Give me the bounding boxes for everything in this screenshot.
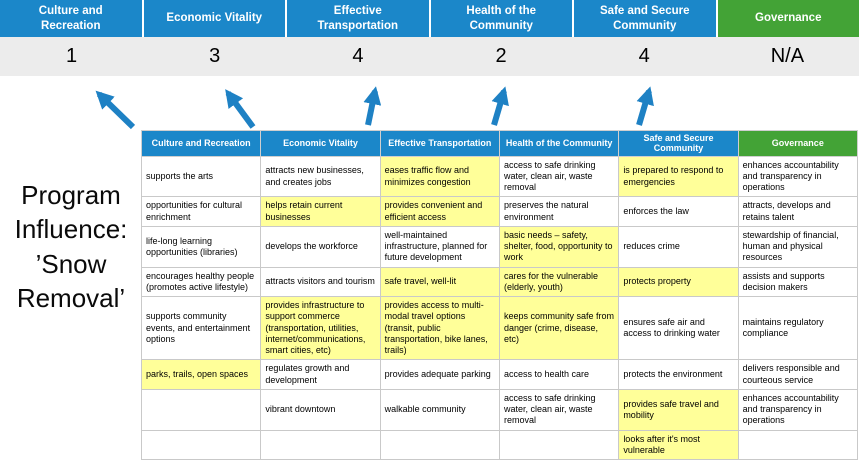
matrix-header-culture-and-recreation: Culture and Recreation [140, 130, 262, 157]
matrix-cell: develops the workforce [260, 225, 381, 268]
matrix-cell [140, 388, 262, 431]
matrix-cell [260, 429, 381, 461]
matrix-table: Culture and Recreation Economic Vitality E… [140, 130, 859, 461]
table-row: life-long learning opportunities (librar… [140, 225, 859, 268]
matrix-cell: maintains regulatory compliance [737, 296, 859, 361]
table-row: vibrant downtown walkable community access… [140, 388, 859, 431]
matrix-cell: stewardship of financial, human and phys… [737, 225, 859, 268]
header-culture-and-recreation: Culture and Recreation [0, 0, 142, 37]
table-row: opportunities for cultural enrichment hel… [140, 196, 859, 227]
score-health-of-the-community: 2 [495, 45, 507, 67]
matrix-cell: life-long learning opportunities (librar… [140, 225, 262, 268]
matrix-header-row: Culture and Recreation Economic Vitality E… [140, 130, 859, 157]
matrix-cell: well-maintained infrastructure, planned … [379, 225, 500, 268]
score-effective-transportation: 4 [352, 45, 364, 67]
matrix-cell [737, 429, 859, 461]
up-arrow-icon [363, 86, 382, 126]
score-strip: 1 3 4 2 4 N/A [0, 37, 859, 76]
matrix-cell: parks, trails, open spaces [140, 359, 262, 390]
matrix-header-health-of-the-community: Health of the Community [498, 130, 620, 157]
matrix-cell: preserves the natural environment [498, 196, 620, 227]
matrix-cell: provides safe travel and mobility [618, 388, 739, 431]
matrix-cell: safe travel, well-lit [379, 266, 500, 298]
influence-matrix: Culture and Recreation Economic Vitality E… [140, 130, 859, 461]
matrix-header-governance: Governance [737, 130, 859, 157]
up-arrow-icon [95, 90, 136, 130]
matrix-header-economic-vitality: Economic Vitality [260, 130, 381, 157]
matrix-cell [140, 429, 262, 461]
matrix-cell: provides convenient and efficient access [379, 196, 500, 227]
matrix-cell: attracts visitors and tourism [260, 266, 381, 298]
matrix-cell: provides infrastructure to support comme… [260, 296, 381, 361]
matrix-cell: keeps community safe from danger (crime,… [498, 296, 620, 361]
matrix-cell: supports the arts [140, 155, 262, 198]
matrix-cell: attracts new businesses, and creates job… [260, 155, 381, 198]
matrix-cell: eases traffic flow and minimizes congest… [379, 155, 500, 198]
table-row: supports the arts attracts new businesses… [140, 155, 859, 198]
header-economic-vitality: Economic Vitality [143, 0, 285, 37]
matrix-cell: ensures safe air and access to drinking … [618, 296, 739, 361]
matrix-cell: encourages healthy people (promotes acti… [140, 266, 262, 298]
score-governance: N/A [770, 45, 805, 67]
matrix-cell: looks after it's most vulnerable [618, 429, 739, 461]
matrix-cell: enhances accountability and transparency… [737, 388, 859, 431]
matrix-header-safe-and-secure-community: Safe and Secure Community [618, 130, 739, 157]
matrix-cell: supports community events, and entertain… [140, 296, 262, 361]
category-header-bar: Culture and Recreation Economic Vitality… [0, 0, 859, 37]
matrix-cell: regulates growth and development [260, 359, 381, 390]
matrix-cell: access to health care [498, 359, 620, 390]
up-arrow-icon [225, 89, 256, 129]
matrix-cell: attracts, develops and retains talent [737, 196, 859, 227]
matrix-cell: walkable community [379, 388, 500, 431]
matrix-cell: assists and supports decision makers [737, 266, 859, 298]
matrix-cell: helps retain current businesses [260, 196, 381, 227]
matrix-header-effective-transportation: Effective Transportation [379, 130, 500, 157]
header-governance: Governance [717, 0, 859, 37]
matrix-cell: is prepared to respond to emergencies [618, 155, 739, 198]
table-row: looks after it's most vulnerable [140, 429, 859, 461]
matrix-cell: delivers responsible and courteous servi… [737, 359, 859, 390]
matrix-cell: enforces the law [618, 196, 739, 227]
score-safe-and-secure-community: 4 [638, 45, 650, 67]
matrix-cell: access to safe drinking water, clean air… [498, 388, 620, 431]
matrix-cell: protects the environment [618, 359, 739, 390]
page-title: Program Influence: ’Snow Removal’ [14, 180, 128, 313]
matrix-cell: enhances accountability and transparency… [737, 155, 859, 198]
up-arrow-icon [636, 86, 654, 126]
header-safe-and-secure-community: Safe and Secure Community [574, 0, 716, 37]
header-effective-transportation: Effective Transportation [287, 0, 429, 37]
arrows-layer [95, 86, 654, 130]
matrix-cell [379, 429, 500, 461]
matrix-cell: cares for the vulnerable (elderly, youth… [498, 266, 620, 298]
matrix-cell: access to safe drinking water, clean air… [498, 155, 620, 198]
matrix-cell: protects property [618, 266, 739, 298]
table-row: supports community events, and entertain… [140, 296, 859, 361]
matrix-cell [498, 429, 620, 461]
matrix-cell: vibrant downtown [260, 388, 381, 431]
table-row: parks, trails, open spaces regulates grow… [140, 359, 859, 390]
table-row: encourages healthy people (promotes acti… [140, 266, 859, 298]
header-health-of-the-community: Health of the Community [430, 0, 572, 37]
matrix-cell: reduces crime [618, 225, 739, 268]
up-arrow-icon [491, 86, 509, 126]
score-economic-vitality: 3 [209, 45, 221, 67]
score-culture-and-recreation: 1 [66, 45, 78, 67]
matrix-cell: opportunities for cultural enrichment [140, 196, 262, 227]
matrix-cell: basic needs – safety, shelter, food, opp… [498, 225, 620, 268]
matrix-cell: provides adequate parking [379, 359, 500, 390]
matrix-cell: provides access to multi-modal travel op… [379, 296, 500, 361]
